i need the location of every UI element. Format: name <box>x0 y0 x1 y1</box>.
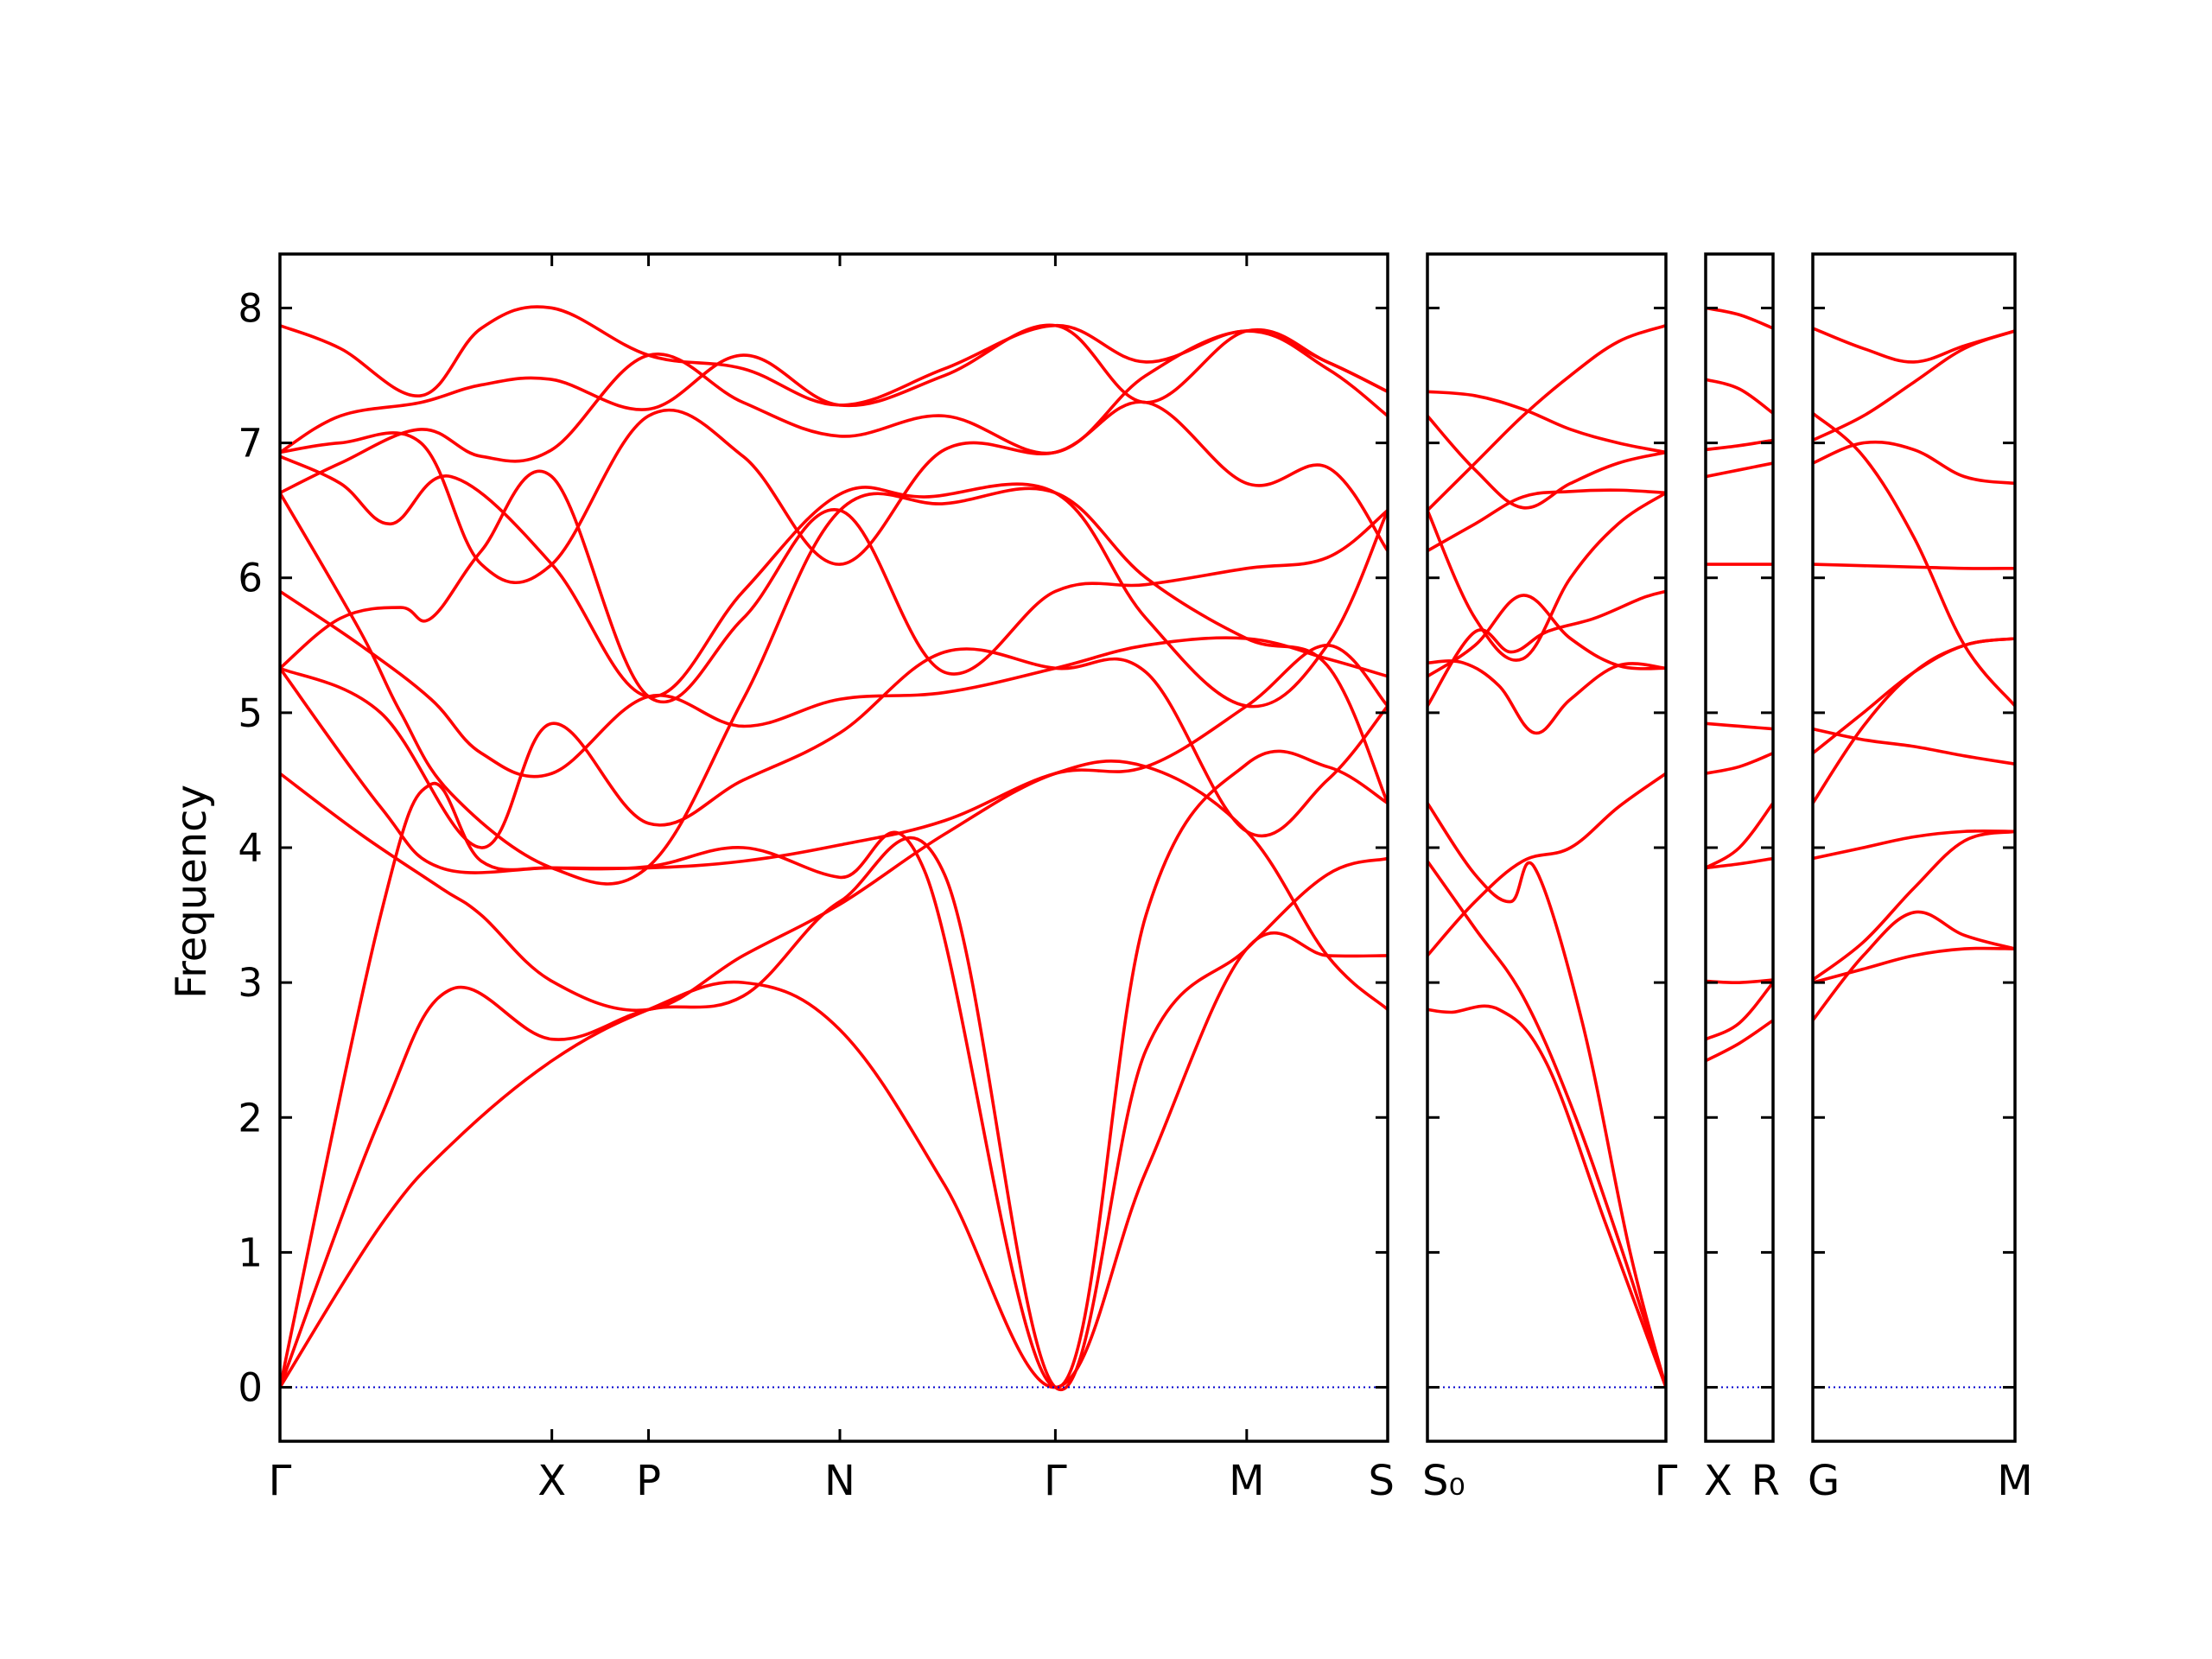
band-line <box>280 647 1388 849</box>
band-line <box>280 400 1388 585</box>
band-line <box>280 486 1388 886</box>
band-line <box>1813 829 2015 861</box>
band-line <box>1427 491 1666 662</box>
panel-frames <box>278 252 2017 1443</box>
band-line <box>280 469 1388 704</box>
band-line <box>280 759 1388 1013</box>
band-line <box>1427 414 1666 510</box>
y-tick-label: 6 <box>238 556 263 601</box>
y-tick-label: 3 <box>238 960 263 1006</box>
x-tick-label: Γ <box>1655 1457 1678 1505</box>
band-line <box>1427 772 1666 957</box>
band-line <box>1427 488 1666 553</box>
x-tick-label: X <box>537 1457 566 1505</box>
x-tick-label: X <box>1704 1457 1732 1505</box>
band-line <box>1427 594 1666 678</box>
x-tick-label: M <box>1997 1457 2032 1505</box>
y-tick-label: 4 <box>238 825 263 871</box>
band-line <box>280 329 1388 495</box>
x-tick-label: Γ <box>1044 1457 1067 1505</box>
band-line <box>1427 323 1666 512</box>
band-line <box>1813 637 2015 755</box>
band-line <box>1813 329 2015 442</box>
band-line <box>1427 390 1666 454</box>
band-line <box>1427 589 1666 708</box>
band-line <box>280 454 1388 709</box>
y-tick-label: 5 <box>238 690 263 736</box>
x-tick-labels: Γ X P N Γ M S S₀ Γ X R G M <box>269 1457 2033 1505</box>
band-line <box>1813 910 2015 1022</box>
band-line <box>1813 440 2015 486</box>
band-line <box>280 323 1388 454</box>
y-axis-label: Frequency <box>168 785 216 999</box>
band-line <box>1813 946 2015 984</box>
band-line <box>1813 830 2015 982</box>
band-line <box>280 749 1388 1389</box>
band-line <box>1706 801 1773 870</box>
band-line <box>1706 751 1773 775</box>
y-tick-label: 0 <box>238 1365 263 1411</box>
x-tick-label: S <box>1369 1457 1395 1505</box>
band-line <box>1706 1019 1773 1063</box>
y-tick-label: 8 <box>238 285 263 331</box>
x-tick-label: S₀ <box>1422 1457 1465 1505</box>
panel-2-frame <box>1426 252 1668 1443</box>
band-line <box>1813 563 2015 570</box>
band-line <box>1706 438 1773 452</box>
panel-2-bands <box>1427 323 1666 1389</box>
y-tick-label: 1 <box>238 1230 263 1275</box>
x-tick-label: R <box>1751 1457 1780 1505</box>
x-tick-label: P <box>636 1457 661 1505</box>
panel-1-bands <box>280 305 1388 1392</box>
panel-4-bands <box>1813 327 2015 1022</box>
x-tick-label: Γ <box>269 1457 292 1505</box>
band-line <box>1706 461 1773 479</box>
band-line <box>1706 856 1773 870</box>
panel-4-frame <box>1811 252 2017 1443</box>
y-tick-labels: 0 1 2 3 4 5 6 7 8 <box>238 285 263 1410</box>
x-tick-label: M <box>1229 1457 1264 1505</box>
band-line <box>1813 327 2015 364</box>
y-tick-label: 2 <box>238 1095 263 1141</box>
x-tick-label: N <box>824 1457 855 1505</box>
band-line <box>1706 306 1773 330</box>
band-line <box>280 836 1388 1392</box>
band-line <box>1427 659 1666 735</box>
bands-layer <box>280 305 2015 1392</box>
panel-3-bands <box>1706 306 1773 1063</box>
y-tick-label: 7 <box>238 421 263 467</box>
x-tick-label: G <box>1808 1457 1840 1505</box>
band-line <box>280 305 1388 407</box>
tick-marks <box>278 254 2017 1441</box>
band-line <box>280 931 1388 1389</box>
band-line <box>1706 721 1773 731</box>
band-line <box>1706 981 1773 1041</box>
band-line <box>1427 859 1666 1389</box>
band-line <box>1813 727 2015 766</box>
band-line <box>280 644 1388 874</box>
band-line <box>1427 801 1666 1389</box>
band-line <box>1706 378 1773 416</box>
band-line <box>1427 1004 1666 1389</box>
band-line <box>280 589 1388 779</box>
band-line <box>1813 637 2015 805</box>
band-line <box>1813 411 2015 708</box>
